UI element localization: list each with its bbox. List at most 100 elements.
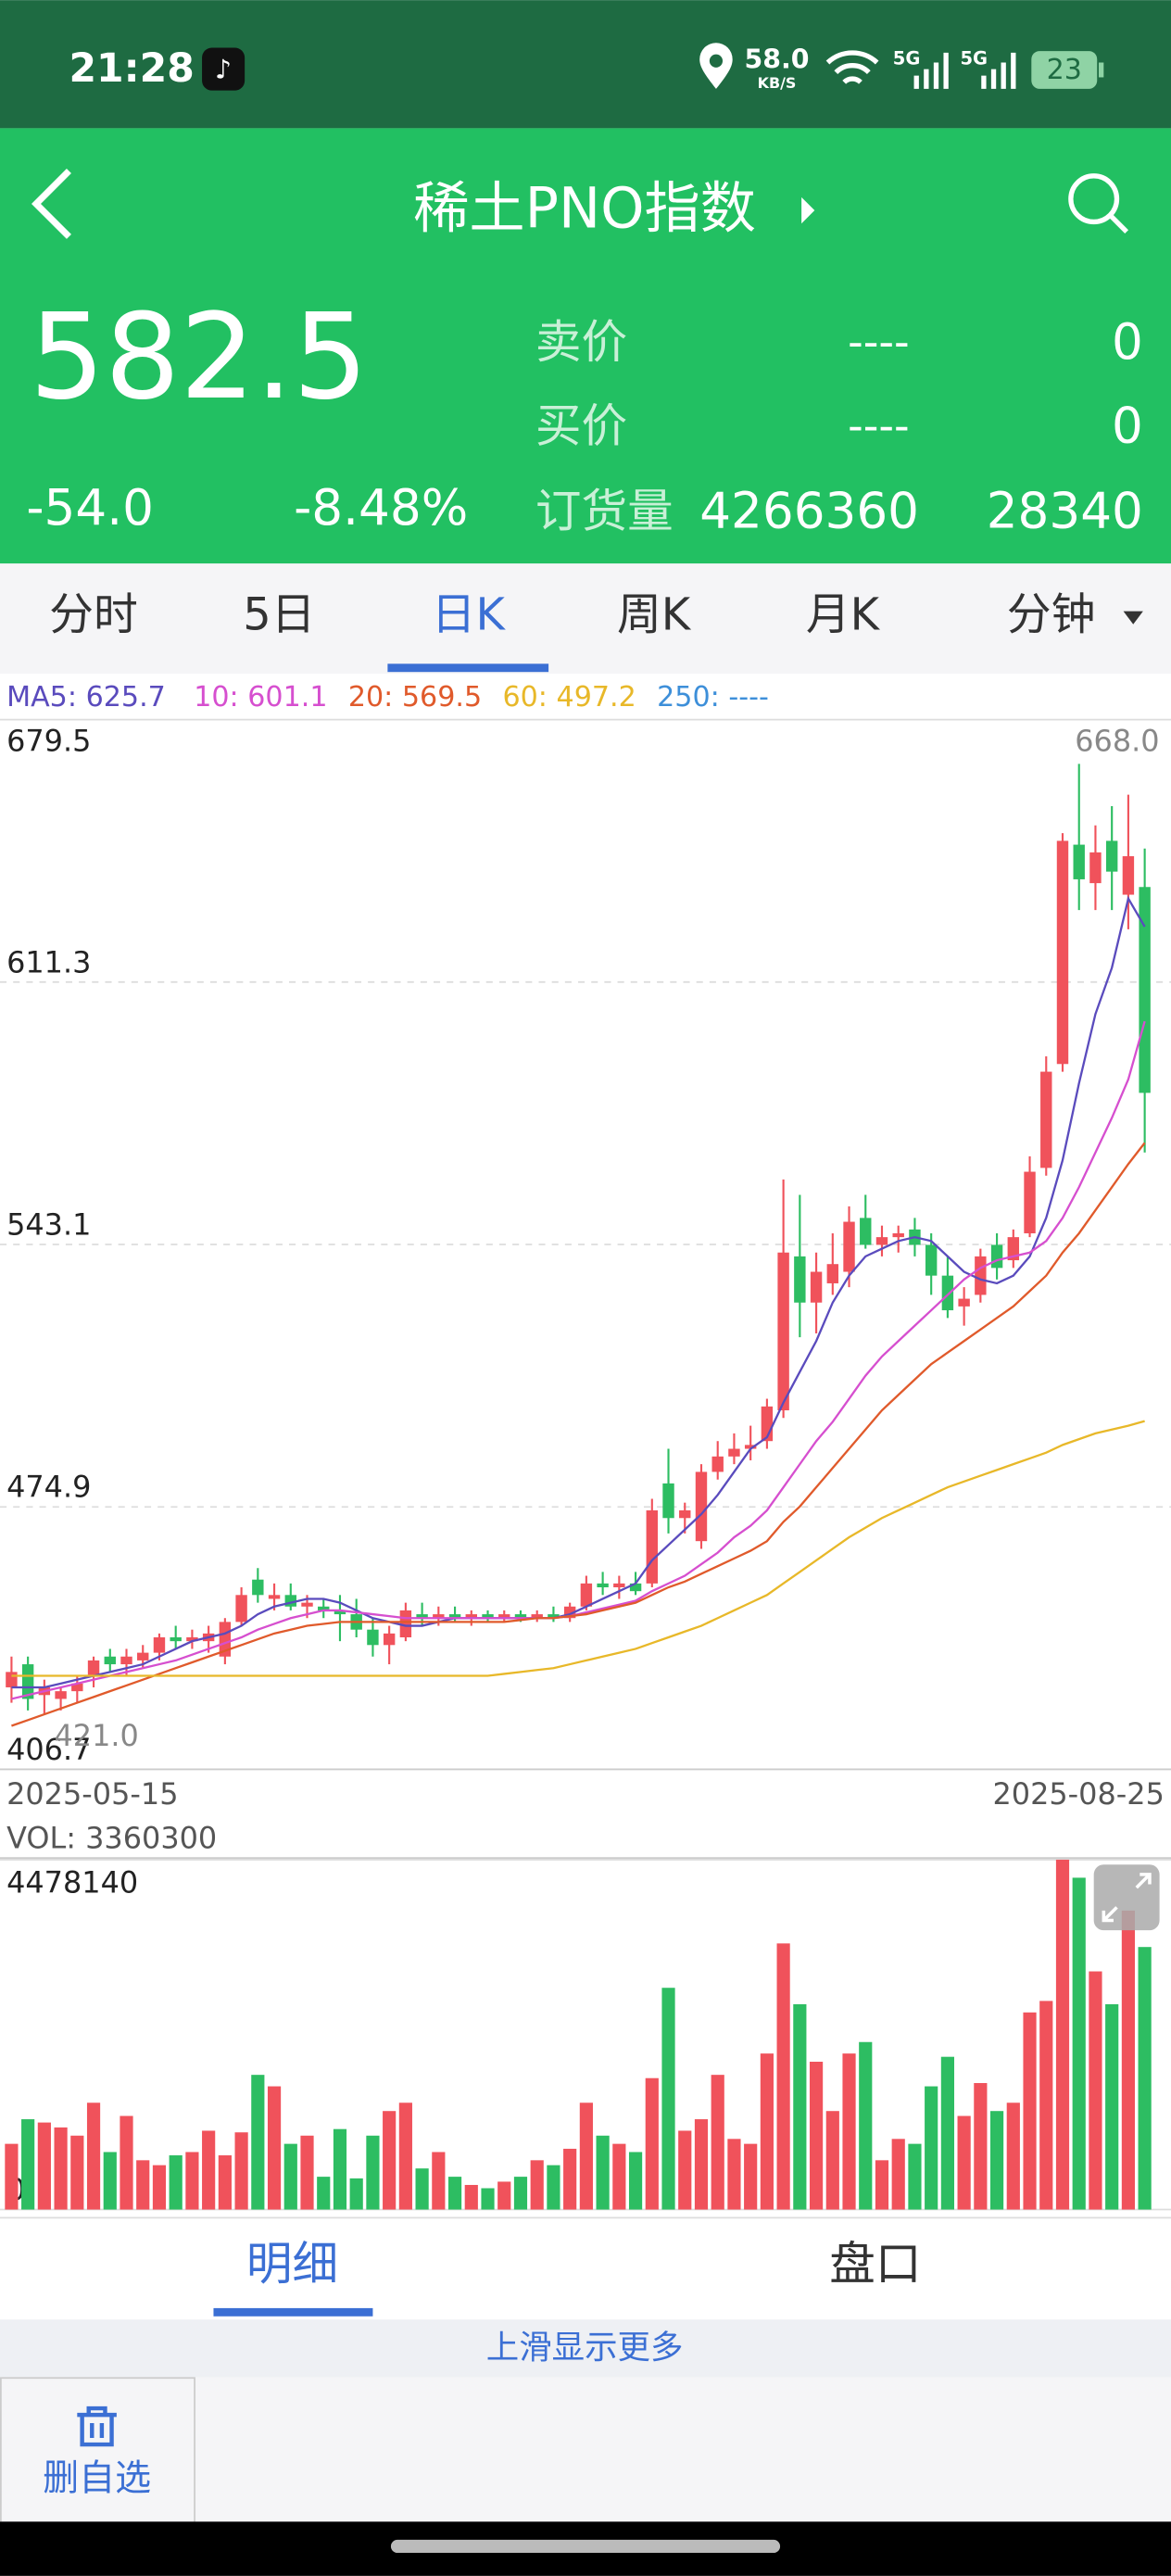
ma-line bbox=[11, 1420, 1145, 1677]
net-speed: 58.0 bbox=[745, 44, 810, 75]
ma-line bbox=[11, 895, 1146, 1689]
period-tab[interactable]: 日K bbox=[432, 590, 507, 641]
volume-bar bbox=[645, 2077, 659, 2210]
ma-legend: 250: ---- bbox=[657, 681, 769, 713]
volume-bar bbox=[497, 2181, 511, 2210]
candle-body bbox=[1073, 844, 1085, 879]
period-tab[interactable]: 周K bbox=[617, 590, 692, 641]
hint-bar bbox=[0, 2319, 1171, 2378]
dropdown-arrow bbox=[1123, 611, 1143, 625]
volume-bar bbox=[940, 2056, 954, 2210]
candle-body bbox=[71, 1683, 83, 1692]
home-indicator bbox=[390, 2539, 781, 2554]
signal-icon bbox=[913, 52, 949, 89]
candle-body bbox=[597, 1583, 609, 1588]
location-dot bbox=[709, 54, 724, 68]
candle-body bbox=[219, 1622, 232, 1657]
net-unit: KB/S bbox=[758, 74, 797, 92]
candle-body bbox=[153, 1636, 166, 1653]
candle-body bbox=[104, 1656, 116, 1665]
volume-bar bbox=[432, 2152, 446, 2210]
volume-bar bbox=[891, 2139, 905, 2210]
volume-bar bbox=[596, 2135, 610, 2210]
candle-body bbox=[728, 1448, 740, 1457]
candle-body bbox=[482, 1614, 494, 1619]
volume-bar bbox=[103, 2152, 117, 2210]
detail-tab[interactable]: 明细 bbox=[246, 2237, 338, 2291]
candle-body bbox=[941, 1275, 954, 1311]
candle-body bbox=[1056, 840, 1069, 1065]
candle-body bbox=[744, 1445, 757, 1449]
volume-bar bbox=[925, 2086, 938, 2210]
volume-bar bbox=[744, 2143, 758, 2210]
candle-body bbox=[695, 1471, 708, 1542]
ma-legend: 10: 601.1 bbox=[194, 681, 327, 713]
candle-body bbox=[21, 1664, 34, 1699]
clock: 21:28 bbox=[69, 46, 194, 92]
signal-label: 5G bbox=[893, 47, 921, 69]
candle-body bbox=[892, 1232, 904, 1238]
period-tab[interactable]: 分时 bbox=[49, 590, 138, 641]
chart-panel bbox=[0, 673, 1171, 2218]
y-tick-label: 4478140 bbox=[6, 1865, 138, 1900]
remove-button[interactable] bbox=[0, 2377, 195, 2524]
candle-body bbox=[531, 1614, 543, 1619]
volume-bar bbox=[169, 2155, 183, 2210]
candle-body bbox=[826, 1264, 839, 1283]
volume-bar bbox=[218, 2155, 232, 2210]
ma-legend: MA5: 625.7 bbox=[6, 681, 166, 713]
candle-body bbox=[810, 1271, 823, 1303]
extreme-label: 421.0 bbox=[55, 1718, 139, 1753]
volume-bar bbox=[21, 2119, 35, 2210]
candle-body bbox=[646, 1509, 659, 1584]
volume-bar bbox=[957, 2115, 971, 2210]
volume-bar bbox=[1105, 2003, 1119, 2210]
battery-level: 23 bbox=[1047, 54, 1082, 86]
volume-bar bbox=[628, 2152, 643, 2210]
candle-body bbox=[875, 1237, 888, 1245]
app-icon bbox=[202, 47, 246, 91]
status-bar bbox=[0, 0, 1171, 129]
period-tab[interactable]: 分钟 bbox=[1007, 590, 1096, 641]
period-tabs bbox=[0, 563, 1171, 674]
hint: 上滑显示更多 bbox=[486, 2329, 684, 2367]
remove-label[interactable]: 删自选 bbox=[43, 2458, 151, 2500]
back-button[interactable] bbox=[31, 168, 71, 239]
volume-bar bbox=[579, 2102, 593, 2210]
candle-body bbox=[186, 1636, 198, 1642]
candle-body bbox=[794, 1256, 806, 1303]
candle-body bbox=[860, 1218, 872, 1245]
candle-body bbox=[990, 1244, 1003, 1269]
candle-body bbox=[498, 1614, 510, 1619]
volume-bar bbox=[842, 2053, 856, 2210]
detail-tab[interactable]: 盘口 bbox=[829, 2237, 921, 2291]
battery bbox=[1031, 51, 1098, 89]
period-tab[interactable]: 5日 bbox=[243, 590, 315, 641]
candle-body bbox=[87, 1660, 100, 1676]
volume-bar bbox=[5, 2143, 19, 2210]
candle-body bbox=[465, 1614, 477, 1619]
candle-body bbox=[548, 1614, 560, 1619]
change: -54.0 bbox=[26, 479, 154, 537]
trash-icon bbox=[77, 2406, 117, 2447]
candle-body bbox=[711, 1456, 724, 1472]
candle-body bbox=[958, 1298, 970, 1307]
y-tick-label: 406.7 bbox=[6, 1732, 91, 1767]
candle-body bbox=[318, 1606, 330, 1610]
candle-body bbox=[1040, 1071, 1052, 1168]
volume-bar bbox=[1072, 1877, 1086, 2210]
search-button[interactable] bbox=[1068, 173, 1129, 234]
x-tick-label: 2025-05-15 bbox=[6, 1776, 178, 1812]
title[interactable]: 稀土PNO指数 bbox=[413, 176, 756, 241]
volume-bar bbox=[415, 2168, 429, 2210]
volume-bar bbox=[776, 1943, 790, 2210]
volume-bar bbox=[383, 2111, 397, 2210]
wifi-icon bbox=[825, 50, 879, 84]
oi-value: 4266360 bbox=[699, 483, 919, 540]
candle-body bbox=[679, 1509, 691, 1519]
period-tab[interactable]: 月K bbox=[806, 590, 881, 641]
y-tick-label: 679.5 bbox=[6, 723, 91, 758]
volume-bar bbox=[1039, 2001, 1053, 2210]
volume-bar bbox=[1055, 1859, 1070, 2210]
